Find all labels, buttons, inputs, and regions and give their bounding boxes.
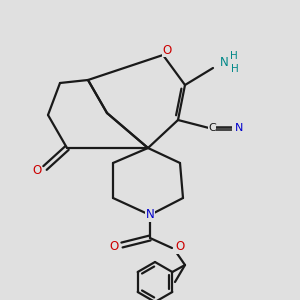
Text: H: H (231, 64, 239, 74)
Text: O: O (110, 241, 118, 254)
Text: H: H (230, 51, 238, 61)
Text: C: C (208, 123, 216, 133)
Text: O: O (176, 241, 184, 254)
Text: N: N (235, 123, 243, 133)
Text: N: N (220, 56, 229, 70)
Text: N: N (146, 208, 154, 221)
Text: O: O (32, 164, 42, 176)
Text: O: O (162, 44, 172, 56)
